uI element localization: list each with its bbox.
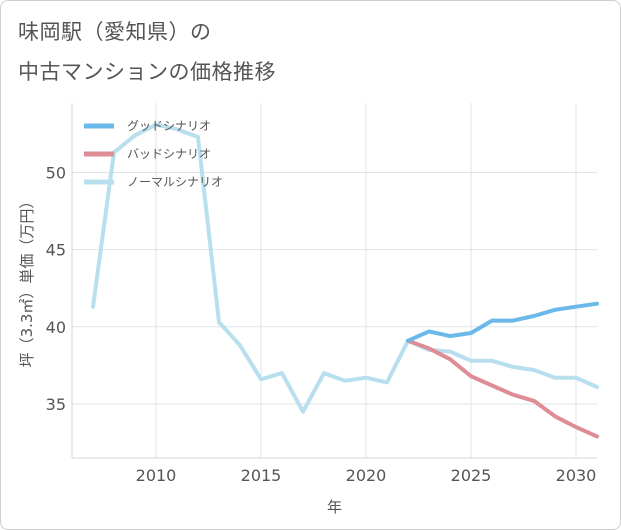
- grid: [72, 103, 597, 458]
- y-tick-label-45: 45: [46, 241, 66, 260]
- x-tick-label-2030: 2030: [556, 466, 597, 485]
- chart-title-line1: 味岡駅（愛知県）の: [18, 20, 212, 44]
- series-line-2: [91, 122, 599, 414]
- y-tick-label-50: 50: [46, 163, 66, 182]
- legend-item-0[interactable]: グッドシナリオ: [84, 119, 211, 133]
- y-axis-label: 坪（3.3㎡）単価（万円）: [18, 194, 36, 368]
- y-tick-label-40: 40: [46, 318, 66, 337]
- x-tick-label-2025: 2025: [451, 466, 492, 485]
- x-tick-label-2010: 2010: [136, 466, 177, 485]
- series-line-0: [406, 301, 599, 343]
- x-tick-label-2015: 2015: [241, 466, 282, 485]
- x-axis-label: 年: [327, 498, 342, 516]
- axes: 2010 2015 2020 2025 2030 35 40 45 50: [46, 103, 597, 485]
- legend-label-0: グッドシナリオ: [127, 119, 211, 133]
- series-line-1: [406, 338, 599, 439]
- chart-title-line2: 中古マンションの価格推移: [18, 60, 276, 84]
- x-tick-label-2020: 2020: [346, 466, 387, 485]
- series-layer: [91, 122, 599, 439]
- y-tick-label-35: 35: [46, 395, 66, 414]
- legend-label-2: ノーマルシナリオ: [127, 175, 223, 189]
- legend-item-1[interactable]: バッドシナリオ: [84, 147, 211, 161]
- legend-label-1: バッドシナリオ: [127, 147, 211, 161]
- legend-item-2[interactable]: ノーマルシナリオ: [84, 175, 223, 189]
